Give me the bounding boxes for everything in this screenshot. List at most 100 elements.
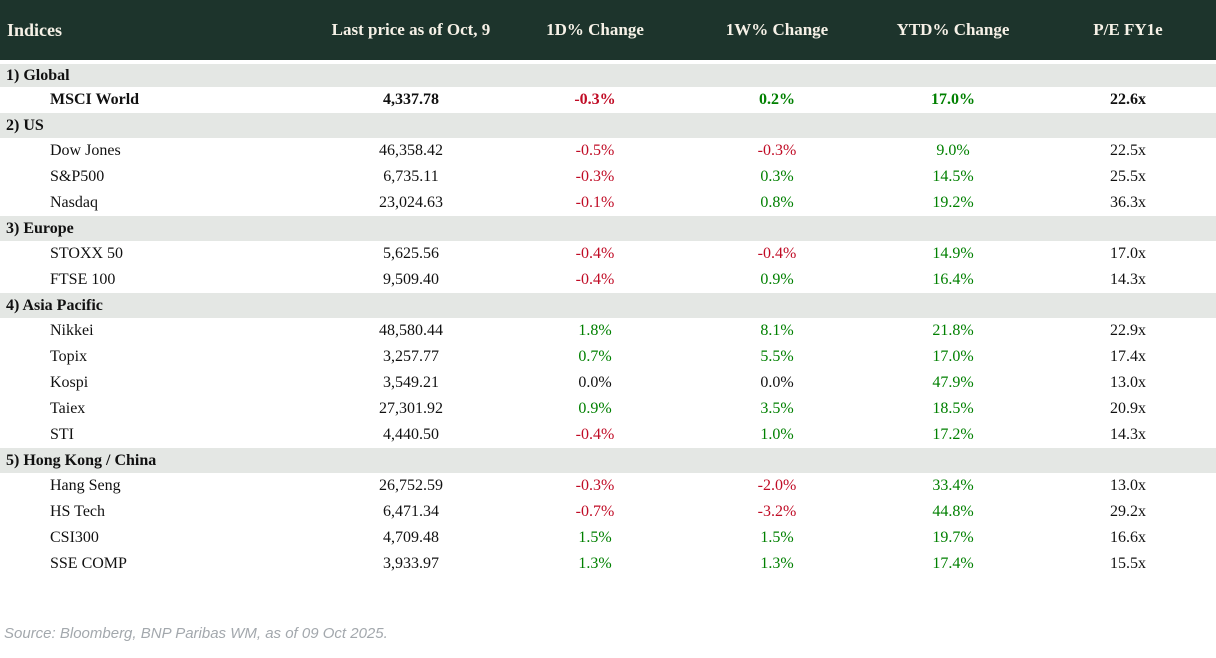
pe-cell: 17.4x <box>1040 344 1216 370</box>
section-label: 4) Asia Pacific <box>0 293 1216 318</box>
1w-change-cell: -2.0% <box>688 473 866 499</box>
table-row: S&P500 6,735.11 -0.3% 0.3% 14.5% 25.5x <box>0 164 1216 190</box>
1d-change-cell: 1.5% <box>502 525 688 551</box>
pe-cell: 20.9x <box>1040 396 1216 422</box>
pe-cell: 29.2x <box>1040 499 1216 525</box>
1d-change-cell: 0.7% <box>502 344 688 370</box>
index-name-cell: Dow Jones <box>0 138 320 164</box>
ytd-change-cell: 33.4% <box>866 473 1040 499</box>
1d-change-cell: -0.3% <box>502 164 688 190</box>
1w-change-cell: 0.0% <box>688 370 866 396</box>
pe-cell: 15.5x <box>1040 551 1216 577</box>
ytd-change-cell: 19.2% <box>866 190 1040 216</box>
ytd-change-cell: 14.9% <box>866 241 1040 267</box>
ytd-change-cell: 9.0% <box>866 138 1040 164</box>
table-row: Dow Jones 46,358.42 -0.5% -0.3% 9.0% 22.5x <box>0 138 1216 164</box>
1d-change-cell: -0.4% <box>502 241 688 267</box>
ytd-change-cell: 17.0% <box>866 344 1040 370</box>
1w-change-cell: 8.1% <box>688 318 866 344</box>
index-name-cell: Nikkei <box>0 318 320 344</box>
table-title: Indices <box>0 0 320 64</box>
index-name-cell: Hang Seng <box>0 473 320 499</box>
table-row: Kospi 3,549.21 0.0% 0.0% 47.9% 13.0x <box>0 370 1216 396</box>
pe-cell: 25.5x <box>1040 164 1216 190</box>
column-header-ytd-change: YTD% Change <box>866 0 1040 64</box>
pe-cell: 22.5x <box>1040 138 1216 164</box>
table-body: 1) Global MSCI World 4,337.78 -0.3% 0.2% 17.0… <box>0 62 1216 577</box>
section-label: 2) US <box>0 113 1216 138</box>
1d-change-cell: 0.9% <box>502 396 688 422</box>
table-row: Topix 3,257.77 0.7% 5.5% 17.0% 17.4x <box>0 344 1216 370</box>
table-row: FTSE 100 9,509.40 -0.4% 0.9% 16.4% 14.3x <box>0 267 1216 293</box>
index-name-cell: S&P500 <box>0 164 320 190</box>
1d-change-cell: -0.5% <box>502 138 688 164</box>
ytd-change-cell: 17.4% <box>866 551 1040 577</box>
table-row: STOXX 50 5,625.56 -0.4% -0.4% 14.9% 17.0x <box>0 241 1216 267</box>
index-name-cell: STI <box>0 422 320 448</box>
section-header-row: 4) Asia Pacific <box>0 293 1216 318</box>
last-price-cell: 26,752.59 <box>320 473 502 499</box>
index-name-cell: Nasdaq <box>0 190 320 216</box>
ytd-change-cell: 17.2% <box>866 422 1040 448</box>
table-row: SSE COMP 3,933.97 1.3% 1.3% 17.4% 15.5x <box>0 551 1216 577</box>
last-price-cell: 46,358.42 <box>320 138 502 164</box>
table-header: Indices Last price as of Oct, 9 1D% Chan… <box>0 0 1216 64</box>
1d-change-cell: 0.0% <box>502 370 688 396</box>
1d-change-cell: -0.7% <box>502 499 688 525</box>
ytd-change-cell: 47.9% <box>866 370 1040 396</box>
section-header-row: 2) US <box>0 113 1216 138</box>
last-price-cell: 3,933.97 <box>320 551 502 577</box>
index-name-cell: MSCI World <box>0 87 320 113</box>
last-price-cell: 6,735.11 <box>320 164 502 190</box>
indices-table: Indices Last price as of Oct, 9 1D% Chan… <box>0 0 1216 577</box>
1w-change-cell: -3.2% <box>688 499 866 525</box>
1w-change-cell: 3.5% <box>688 396 866 422</box>
1w-change-cell: 0.8% <box>688 190 866 216</box>
column-header-pe: P/E FY1e <box>1040 0 1216 64</box>
1w-change-cell: 0.9% <box>688 267 866 293</box>
pe-cell: 22.9x <box>1040 318 1216 344</box>
pe-cell: 14.3x <box>1040 267 1216 293</box>
1d-change-cell: -0.3% <box>502 473 688 499</box>
section-header-row: 3) Europe <box>0 216 1216 241</box>
index-name-cell: Taiex <box>0 396 320 422</box>
column-header-last-price: Last price as of Oct, 9 <box>320 0 502 64</box>
last-price-cell: 48,580.44 <box>320 318 502 344</box>
index-name-cell: CSI300 <box>0 525 320 551</box>
index-name-cell: HS Tech <box>0 499 320 525</box>
ytd-change-cell: 19.7% <box>866 525 1040 551</box>
column-header-1w-change: 1W% Change <box>688 0 866 64</box>
pe-cell: 16.6x <box>1040 525 1216 551</box>
index-name-cell: SSE COMP <box>0 551 320 577</box>
1w-change-cell: 1.0% <box>688 422 866 448</box>
ytd-change-cell: 17.0% <box>866 87 1040 113</box>
table-row: Taiex 27,301.92 0.9% 3.5% 18.5% 20.9x <box>0 396 1216 422</box>
pe-cell: 17.0x <box>1040 241 1216 267</box>
table-row: STI 4,440.50 -0.4% 1.0% 17.2% 14.3x <box>0 422 1216 448</box>
1w-change-cell: 5.5% <box>688 344 866 370</box>
last-price-cell: 4,337.78 <box>320 87 502 113</box>
column-header-1d-change: 1D% Change <box>502 0 688 64</box>
last-price-cell: 3,549.21 <box>320 370 502 396</box>
header-row: Indices Last price as of Oct, 9 1D% Chan… <box>0 0 1216 64</box>
1w-change-cell: 0.2% <box>688 87 866 113</box>
index-name-cell: Kospi <box>0 370 320 396</box>
pe-cell: 36.3x <box>1040 190 1216 216</box>
source-note: Source: Bloomberg, BNP Paribas WM, as of… <box>4 625 388 642</box>
pe-cell: 14.3x <box>1040 422 1216 448</box>
section-label: 5) Hong Kong / China <box>0 448 1216 473</box>
1w-change-cell: -0.3% <box>688 138 866 164</box>
section-label: 3) Europe <box>0 216 1216 241</box>
ytd-change-cell: 21.8% <box>866 318 1040 344</box>
1w-change-cell: 1.3% <box>688 551 866 577</box>
pe-cell: 22.6x <box>1040 87 1216 113</box>
1d-change-cell: -0.1% <box>502 190 688 216</box>
table-row: CSI300 4,709.48 1.5% 1.5% 19.7% 16.6x <box>0 525 1216 551</box>
pe-cell: 13.0x <box>1040 370 1216 396</box>
section-header-row: 1) Global <box>0 62 1216 87</box>
section-label: 1) Global <box>0 62 1216 87</box>
1w-change-cell: 0.3% <box>688 164 866 190</box>
index-name-cell: FTSE 100 <box>0 267 320 293</box>
table-row: MSCI World 4,337.78 -0.3% 0.2% 17.0% 22.6x <box>0 87 1216 113</box>
index-name-cell: STOXX 50 <box>0 241 320 267</box>
